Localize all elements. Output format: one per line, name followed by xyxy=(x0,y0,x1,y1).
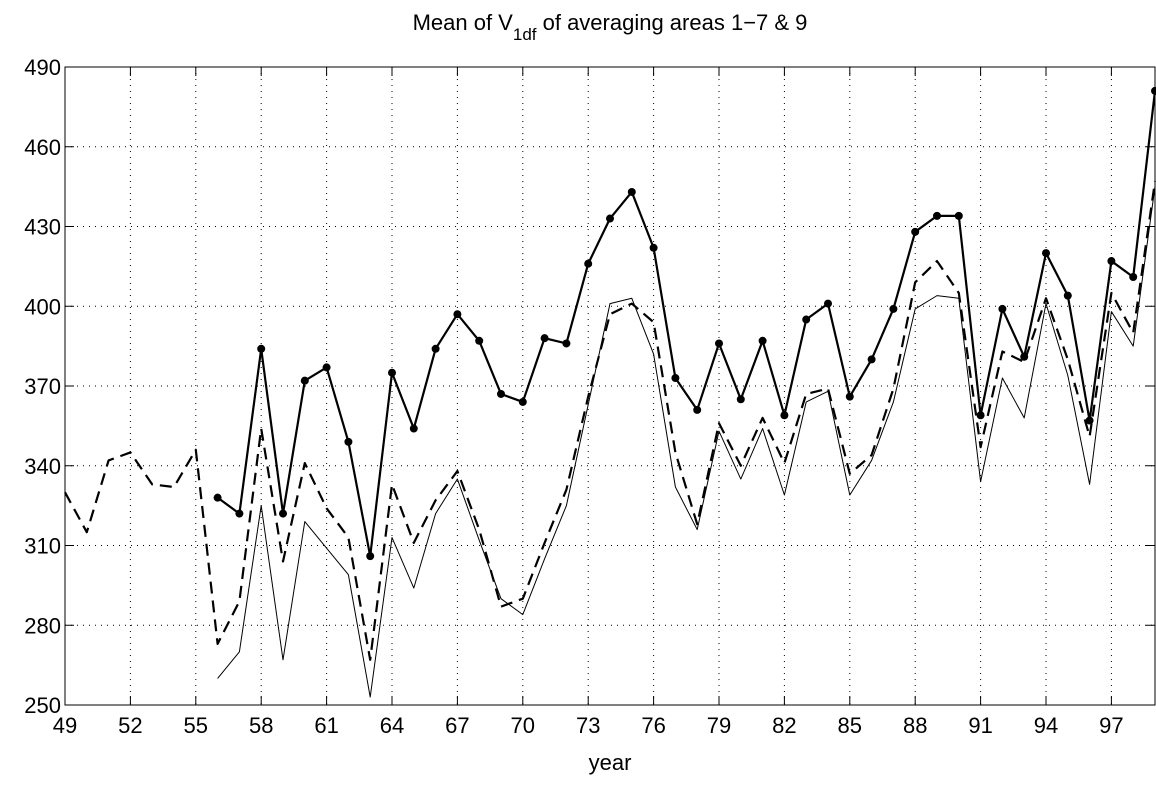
x-tick-label: 67 xyxy=(445,713,469,738)
series-marker xyxy=(1085,416,1094,425)
series-marker xyxy=(780,411,789,420)
series-marker xyxy=(1129,273,1138,282)
series-marker xyxy=(431,344,440,353)
series-marker xyxy=(257,344,266,353)
series-marker xyxy=(889,304,898,313)
series-marker xyxy=(453,310,462,319)
series-marker xyxy=(388,368,396,377)
series-marker xyxy=(300,376,309,385)
series-marker xyxy=(562,339,571,348)
x-tick-label: 52 xyxy=(118,713,142,738)
x-tick-label: 70 xyxy=(511,713,535,738)
x-tick-label: 61 xyxy=(314,713,338,738)
series-marker xyxy=(736,395,745,404)
series-line xyxy=(217,186,1156,698)
x-tick-label: 88 xyxy=(903,713,927,738)
series-marker xyxy=(606,214,614,223)
series-marker xyxy=(998,304,1007,313)
x-tick-label: 97 xyxy=(1099,713,1123,738)
series-marker xyxy=(976,411,985,420)
series-marker xyxy=(1063,291,1072,300)
x-tick-label: 94 xyxy=(1034,713,1058,738)
series-marker xyxy=(584,259,593,268)
y-tick-label: 370 xyxy=(24,374,61,399)
x-tick-label: 58 xyxy=(249,713,273,738)
chart-title: Mean of V1df of averaging areas 1−7 & 9 xyxy=(413,10,808,44)
x-tick-label: 64 xyxy=(380,713,404,738)
series-marker xyxy=(366,552,375,561)
series-marker xyxy=(1042,249,1050,258)
y-tick-label: 250 xyxy=(24,693,61,718)
series-marker xyxy=(671,374,680,383)
x-tick-label: 73 xyxy=(576,713,600,738)
series-marker xyxy=(824,299,832,308)
series-marker xyxy=(845,392,854,401)
y-tick-label: 280 xyxy=(24,613,61,638)
series-marker xyxy=(322,363,331,372)
series-marker xyxy=(475,336,484,345)
y-tick-label: 490 xyxy=(24,55,61,80)
y-tick-label: 310 xyxy=(24,534,61,559)
series-marker xyxy=(715,339,723,348)
title-suffix: of averaging areas 1−7 & 9 xyxy=(537,10,808,35)
series-marker xyxy=(518,397,527,406)
series-marker xyxy=(279,509,287,518)
y-tick-label: 340 xyxy=(24,454,61,479)
series-marker xyxy=(1151,86,1156,95)
x-tick-label: 91 xyxy=(968,713,992,738)
series-marker xyxy=(540,334,549,343)
series-marker xyxy=(235,509,244,518)
series-marker xyxy=(649,243,658,252)
series-marker xyxy=(933,211,941,220)
series-marker xyxy=(1107,257,1116,266)
title-subscript: 1df xyxy=(513,25,537,44)
series-marker xyxy=(867,355,876,364)
y-tick-label: 460 xyxy=(24,135,61,160)
x-tick-label: 79 xyxy=(707,713,731,738)
x-tick-label: 49 xyxy=(53,713,77,738)
x-tick-label: 76 xyxy=(641,713,665,738)
x-tick-label: 55 xyxy=(184,713,208,738)
series-marker xyxy=(497,389,505,398)
x-tick-label: 85 xyxy=(838,713,862,738)
x-tick-label: 82 xyxy=(772,713,796,738)
plot-frame xyxy=(64,66,1156,706)
series-line xyxy=(64,181,1156,661)
x-axis-label: year xyxy=(589,750,632,775)
y-tick-label: 430 xyxy=(24,215,61,240)
series-marker xyxy=(954,211,963,220)
series-marker xyxy=(911,227,920,236)
series-marker xyxy=(344,437,353,446)
y-tick-label: 400 xyxy=(24,294,61,319)
series-marker xyxy=(627,187,636,196)
title-main: Mean of V xyxy=(413,10,514,35)
series-marker xyxy=(802,315,811,324)
series-marker xyxy=(758,336,767,345)
series-line xyxy=(216,90,1156,558)
series-marker xyxy=(409,424,418,433)
series-marker xyxy=(213,493,222,502)
series-marker xyxy=(693,405,702,414)
